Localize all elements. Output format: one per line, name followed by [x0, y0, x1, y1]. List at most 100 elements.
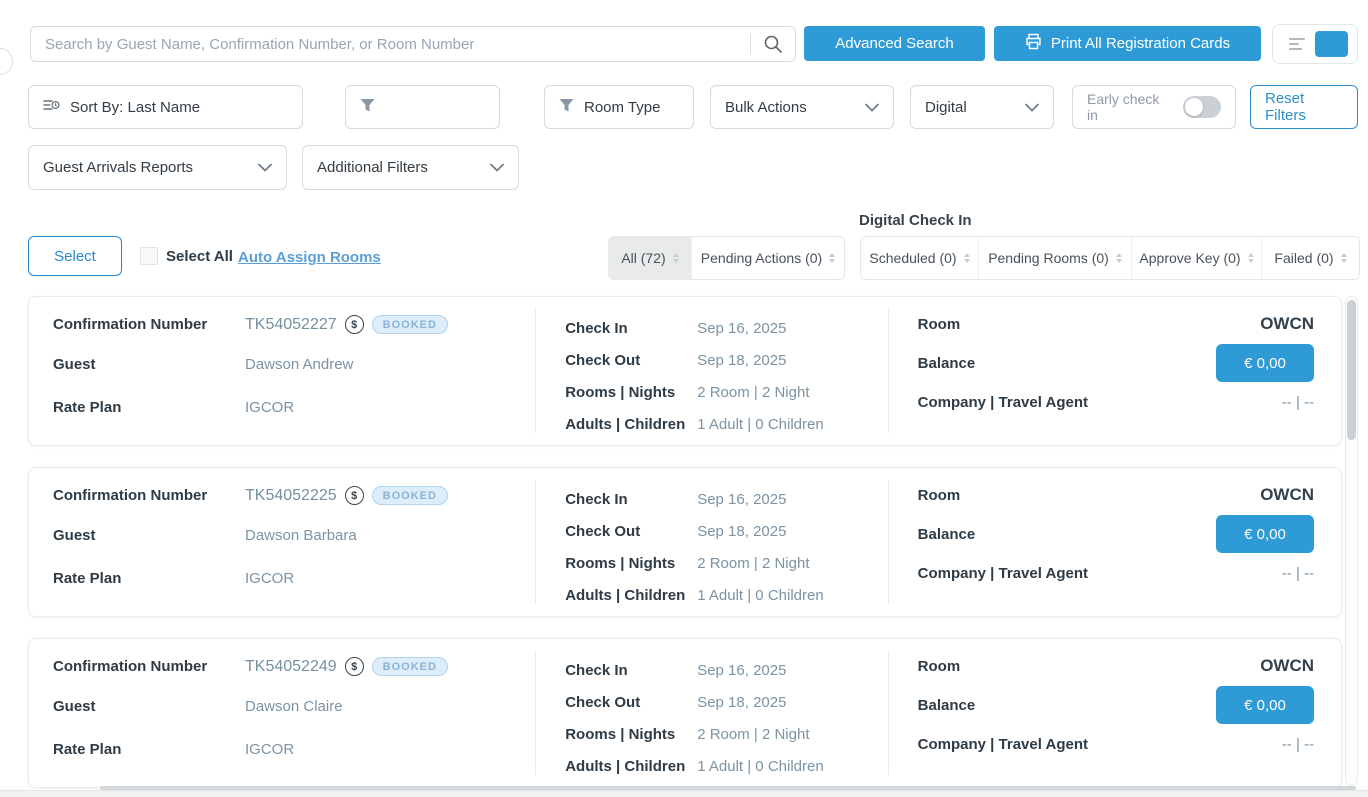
bulk-actions-dropdown[interactable]: Bulk Actions — [710, 85, 894, 129]
search-input[interactable] — [31, 27, 750, 61]
tab-all[interactable]: All (72) — [609, 237, 691, 279]
tab-all-label: All (72) — [621, 250, 666, 266]
digital-dropdown[interactable]: Digital — [910, 85, 1054, 129]
reservation-card[interactable]: Confirmation Number TK54052249 $ BOOKED … — [28, 638, 1342, 788]
view-toggle — [1272, 24, 1358, 64]
check-out-value: Sep 18, 2025 — [697, 351, 787, 369]
sort-arrows-icon — [672, 253, 679, 263]
tab-approve-key[interactable]: Approve Key (0) — [1131, 237, 1261, 279]
dollar-circle-icon[interactable]: $ — [344, 486, 364, 505]
chevron-down-icon — [490, 159, 504, 176]
tab-failed-label: Failed (0) — [1274, 250, 1334, 266]
select-all-label: Select All — [166, 248, 233, 265]
reset-filters-button[interactable]: Reset Filters — [1250, 85, 1358, 129]
check-in-value: Sep 16, 2025 — [697, 661, 787, 679]
confirmation-number-value: TK54052249 — [245, 657, 337, 675]
sort-arrows-icon — [829, 253, 836, 263]
grid-view-icon[interactable] — [1315, 31, 1348, 57]
sort-by-dropdown[interactable]: Sort By: Last Name — [28, 85, 303, 129]
adults-children-value: 1 Adult | 0 Children — [697, 757, 824, 775]
early-check-in-toggle[interactable] — [1183, 96, 1221, 118]
rate-plan-label: Rate Plan — [53, 741, 122, 758]
room-label: Room — [917, 486, 961, 504]
search-icon[interactable] — [751, 34, 795, 54]
check-in-value: Sep 16, 2025 — [697, 319, 787, 337]
rate-plan-value: IGCOR — [245, 399, 295, 416]
auto-assign-rooms-link[interactable]: Auto Assign Rooms — [238, 249, 381, 266]
confirmation-number-value: TK54052225 — [245, 486, 337, 504]
room-type-dropdown[interactable]: Room Type — [544, 85, 694, 129]
company-travel-agent-label: Company | Travel Agent — [917, 736, 1089, 753]
guest-arrivals-reports-dropdown[interactable]: Guest Arrivals Reports — [28, 145, 287, 190]
balance-label: Balance — [917, 696, 976, 714]
tab-pending-rooms[interactable]: Pending Rooms (0) — [978, 237, 1131, 279]
confirmation-number-value: TK54052227 — [245, 315, 337, 333]
status-badge: BOOKED — [371, 315, 448, 334]
sort-arrows-icon — [963, 253, 970, 263]
rate-plan-label: Rate Plan — [53, 570, 122, 587]
balance-button[interactable]: € 0,00 — [1216, 686, 1315, 724]
sort-arrows-icon — [1115, 253, 1122, 263]
status-badge: BOOKED — [371, 486, 448, 505]
balance-button[interactable]: € 0,00 — [1216, 344, 1315, 382]
rate-plan-label: Rate Plan — [53, 399, 122, 416]
rooms-nights-label: Rooms | Nights — [565, 554, 676, 572]
check-in-label: Check In — [565, 490, 628, 508]
dollar-circle-icon[interactable]: $ — [344, 657, 364, 676]
confirmation-number-label: Confirmation Number — [53, 316, 208, 333]
reservation-card[interactable]: Confirmation Number TK54052225 $ BOOKED … — [28, 467, 1342, 617]
adults-children-value: 1 Adult | 0 Children — [697, 586, 824, 604]
main-tab-group: All (72) Pending Actions (0) — [608, 236, 845, 280]
advanced-search-button[interactable]: Advanced Search — [804, 26, 985, 61]
filter-dropdown[interactable] — [345, 85, 500, 129]
rooms-nights-value: 2 Room | 2 Night — [697, 554, 810, 572]
adults-children-label: Adults | Children — [565, 415, 686, 433]
tab-scheduled[interactable]: Scheduled (0) — [861, 237, 978, 279]
check-out-label: Check Out — [565, 351, 641, 369]
side-panel-handle[interactable] — [0, 48, 13, 75]
tab-failed[interactable]: Failed (0) — [1261, 237, 1359, 279]
sort-icon — [43, 97, 60, 117]
balance-label: Balance — [917, 354, 976, 372]
tab-pending-actions[interactable]: Pending Actions (0) — [691, 237, 844, 279]
company-travel-agent-value: -- | -- — [1281, 736, 1315, 753]
reservation-card[interactable]: Confirmation Number TK54052227 $ BOOKED … — [28, 296, 1342, 446]
bulk-actions-label: Bulk Actions — [725, 98, 807, 116]
digital-check-in-heading: Digital Check In — [859, 212, 972, 229]
guest-value: Dawson Andrew — [245, 356, 354, 373]
check-out-label: Check Out — [565, 522, 641, 540]
funnel-icon — [360, 98, 375, 116]
additional-filters-dropdown[interactable]: Additional Filters — [302, 145, 519, 190]
rooms-nights-label: Rooms | Nights — [565, 383, 676, 401]
balance-label: Balance — [917, 525, 976, 543]
rate-plan-value: IGCOR — [245, 570, 295, 587]
select-button[interactable]: Select — [28, 236, 122, 276]
early-check-in-label: Early check in — [1087, 91, 1160, 123]
balance-button[interactable]: € 0,00 — [1216, 515, 1315, 553]
confirmation-number-label: Confirmation Number — [53, 487, 208, 504]
guest-label: Guest — [53, 356, 96, 373]
dollar-circle-icon[interactable]: $ — [344, 315, 364, 334]
search-divider — [750, 34, 751, 54]
guest-label: Guest — [53, 527, 96, 544]
vertical-scrollbar-thumb[interactable] — [1347, 300, 1356, 440]
chevron-down-icon — [258, 159, 272, 176]
rooms-nights-value: 2 Room | 2 Night — [697, 725, 810, 743]
tab-approve-key-label: Approve Key (0) — [1139, 250, 1241, 266]
company-travel-agent-label: Company | Travel Agent — [917, 565, 1089, 582]
guest-arrivals-reports-label: Guest Arrivals Reports — [43, 159, 194, 176]
sort-arrows-icon — [1247, 253, 1254, 263]
print-all-registration-cards-button[interactable]: Print All Registration Cards — [994, 26, 1261, 61]
rooms-nights-label: Rooms | Nights — [565, 725, 676, 743]
list-view-icon[interactable] — [1282, 31, 1315, 57]
early-check-in-filter: Early check in — [1072, 85, 1236, 129]
check-out-value: Sep 18, 2025 — [697, 522, 787, 540]
additional-filters-label: Additional Filters — [317, 159, 428, 176]
guest-value: Dawson Barbara — [245, 527, 357, 544]
room-label: Room — [917, 657, 961, 675]
horizontal-scrollbar-thumb[interactable] — [100, 786, 1356, 790]
chevron-down-icon — [865, 99, 879, 116]
select-all-checkbox[interactable] — [140, 247, 158, 265]
room-label: Room — [917, 315, 961, 333]
